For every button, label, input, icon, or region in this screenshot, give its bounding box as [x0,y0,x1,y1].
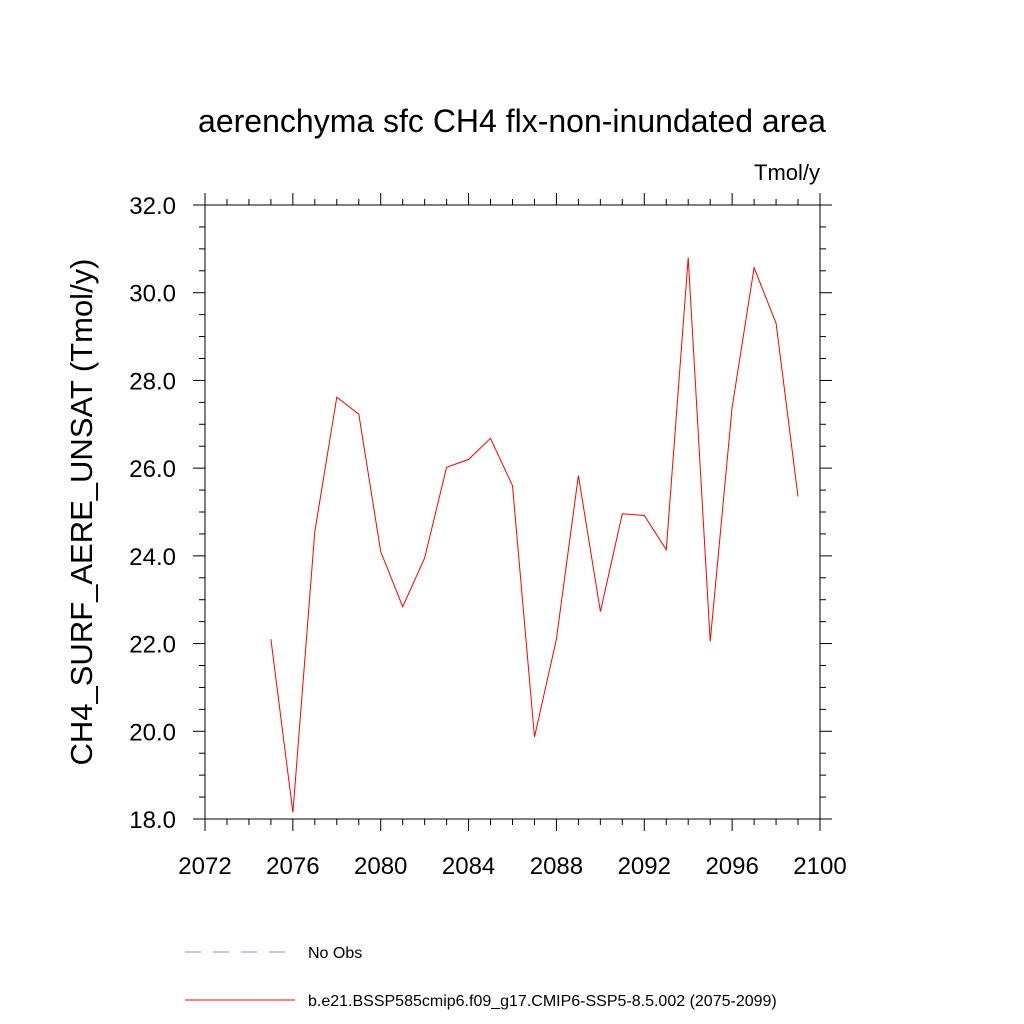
chart-title: aerenchyma sfc CH4 flx-non-inundated are… [198,103,826,139]
y-tick-label: 22.0 [129,632,176,659]
legend-label: No Obs [308,945,362,962]
y-tick-label: 20.0 [129,719,176,746]
x-tick-label: 2088 [530,853,583,880]
y-tick-label: 28.0 [129,368,176,395]
x-tick-label: 2096 [705,853,758,880]
x-tick-label: 2092 [618,853,671,880]
x-tick-label: 2080 [354,853,407,880]
x-tick-label: 2072 [178,853,231,880]
y-tick-label: 18.0 [129,807,176,834]
series-line [270,257,799,813]
y-tick-label: 24.0 [129,544,176,571]
legend: No Obs b.e21.BSSP585cmip6.f09_g17.CMIP6-S… [185,945,777,1010]
x-tick-label: 2076 [266,853,319,880]
y-tick-label: 30.0 [129,281,176,308]
y-axis-label: CH4_SURF_AERE_UNSAT (Tmol/y) [64,258,99,765]
series-layer [270,257,799,813]
axis-tick-labels: 2072 2076 2080 2084 2088 2092 2096 2100 18.0 20.0… [129,193,846,880]
axis-ticks [193,193,832,831]
units-label: Tmol/y [754,160,820,185]
x-tick-label: 2084 [442,853,495,880]
y-tick-label: 26.0 [129,456,176,483]
x-tick-label: 2100 [793,853,846,880]
legend-label: b.e21.BSSP585cmip6.f09_g17.CMIP6-SSP5-8.… [308,993,777,1010]
y-tick-label: 32.0 [129,193,176,220]
plot-frame [204,204,821,820]
